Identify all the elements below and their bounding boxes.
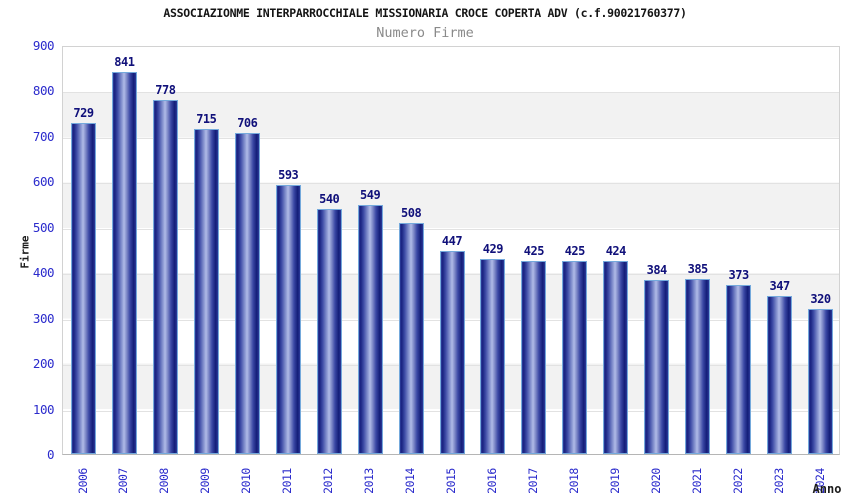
x-tick-2008: 2008: [157, 468, 172, 494]
x-axis-title: Anno: [812, 482, 842, 496]
plot-area: 729 841 778 715 706 593 540 549 508 447 429 425 425 4…: [62, 46, 840, 455]
x-tick-2014: 2014: [403, 468, 418, 494]
value-label-2014: 508: [401, 206, 422, 221]
bar-2006: [71, 122, 96, 454]
x-tick-2012: 2012: [321, 468, 336, 494]
y-tick-700: 700: [32, 128, 55, 144]
gridline-800: [63, 92, 839, 94]
y-tick-900: 900: [32, 38, 55, 53]
chart-title: ASSOCIAZIONME INTERPARROCCHIALE MISSIONA…: [163, 6, 687, 20]
bar-2011: [275, 184, 301, 454]
bar-2015: [439, 250, 465, 454]
bar-2023: [767, 296, 793, 454]
x-tick-2019: 2019: [607, 468, 622, 494]
bar-2009: [193, 129, 219, 454]
value-label-2019: 424: [605, 244, 627, 259]
x-tick-2011: 2011: [280, 468, 295, 494]
gridline-500: [63, 228, 839, 230]
value-label-2015: 447: [441, 233, 463, 248]
x-tick-2021: 2021: [689, 468, 704, 494]
bar-2016: [480, 259, 506, 454]
bar-2014: [398, 223, 424, 454]
value-label-2009: 715: [196, 112, 217, 127]
x-tick-2018: 2018: [566, 468, 581, 494]
value-label-2008: 778: [155, 83, 176, 98]
bar-2019: [603, 261, 629, 454]
x-tick-2007: 2007: [116, 468, 131, 494]
value-label-2021: 385: [687, 262, 709, 276]
bar-2008: [152, 100, 178, 454]
value-label-2017: 425: [523, 243, 545, 258]
x-tick-2013: 2013: [362, 468, 377, 494]
gridline-600: [63, 183, 839, 185]
y-tick-600: 600: [32, 174, 55, 190]
bar-2018: [562, 260, 588, 454]
bar-2017: [521, 260, 547, 454]
gridline-700: [63, 137, 839, 139]
y-tick-100: 100: [32, 401, 55, 417]
value-label-2007: 841: [114, 54, 135, 69]
bar-2007: [111, 71, 137, 454]
chart-subtitle: Numero Firme: [376, 25, 474, 41]
x-tick-2020: 2020: [648, 468, 663, 494]
y-tick-300: 300: [32, 310, 55, 326]
bar-2022: [726, 284, 752, 454]
x-tick-2022: 2022: [730, 468, 745, 494]
y-tick-800: 800: [32, 83, 55, 99]
value-label-2006: 729: [73, 105, 94, 120]
value-label-2013: 549: [360, 187, 381, 202]
value-label-2016: 429: [482, 242, 504, 256]
value-label-2010: 706: [237, 116, 258, 131]
x-tick-2016: 2016: [484, 468, 499, 494]
value-label-2022: 373: [728, 267, 750, 282]
x-tick-2017: 2017: [525, 468, 540, 494]
bar-2024: [808, 308, 833, 454]
y-tick-200: 200: [32, 356, 55, 372]
y-tick-0: 0: [46, 447, 55, 462]
x-tick-2023: 2023: [771, 468, 786, 494]
y-tick-500: 500: [32, 219, 55, 235]
bar-2021: [685, 279, 711, 454]
bar-2010: [234, 133, 260, 454]
x-tick-2010: 2010: [239, 468, 254, 494]
x-tick-2006: 2006: [75, 468, 90, 494]
y-tick-400: 400: [32, 265, 55, 281]
x-tick-2009: 2009: [198, 468, 213, 494]
y-axis-title: Firme: [18, 235, 32, 269]
value-label-2018: 425: [564, 243, 586, 258]
value-label-2023: 347: [769, 279, 791, 294]
value-label-2012: 540: [319, 191, 340, 206]
value-label-2024: 320: [810, 291, 831, 306]
x-tick-2015: 2015: [444, 468, 458, 494]
bar-2020: [644, 279, 670, 454]
value-label-2011: 593: [278, 167, 299, 182]
bar-2012: [316, 208, 342, 454]
value-label-2020: 384: [646, 262, 668, 277]
bar-2013: [357, 204, 383, 454]
